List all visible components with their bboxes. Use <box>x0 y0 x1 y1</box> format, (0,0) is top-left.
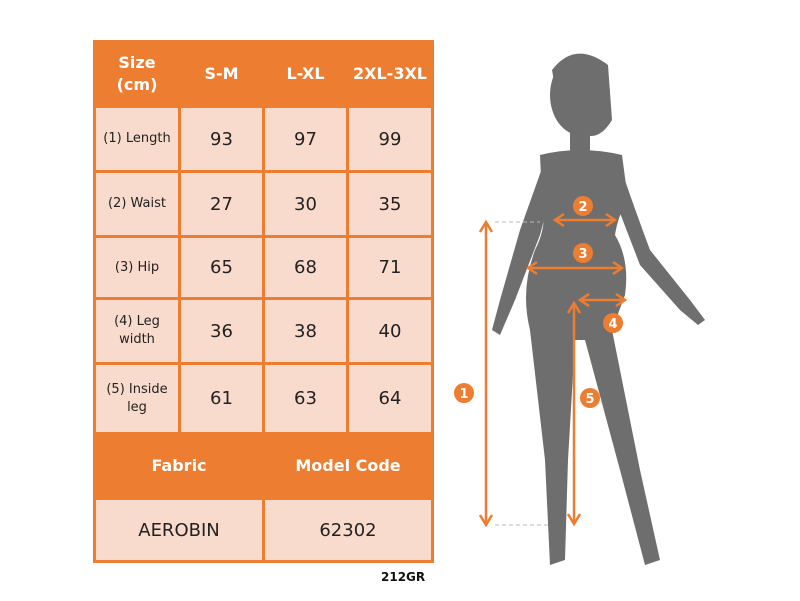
cell: 99 <box>346 105 434 173</box>
row-label: (1) Length <box>93 105 181 173</box>
fabric-value: AEROBIN <box>93 497 265 563</box>
header-model-code: Model Code <box>262 432 434 500</box>
header-row: Size (cm) S-M L-XL 2XL-3XL <box>93 40 434 108</box>
footer-row: AEROBIN 62302 <box>93 497 434 563</box>
model-code-value: 62302 <box>262 497 434 563</box>
marker-5: 5 <box>580 388 600 408</box>
svg-text:5: 5 <box>585 392 594 407</box>
row-label: (2) Waist <box>93 170 181 238</box>
footer-header-row: Fabric Model Code <box>93 432 434 500</box>
size-chart-table: Size (cm) S-M L-XL 2XL-3XL (1) Length 93… <box>93 40 434 563</box>
header-fabric: Fabric <box>93 432 265 500</box>
guide-lines <box>495 221 550 526</box>
table-row: (2) Waist 27 30 35 <box>93 170 434 238</box>
cell: 63 <box>262 362 349 435</box>
product-code: 212GR <box>381 570 426 584</box>
cell: 27 <box>178 170 265 238</box>
table-row: (4) Leg width 36 38 40 <box>93 297 434 365</box>
table-row: (3) Hip 65 68 71 <box>93 235 434 300</box>
cell: 40 <box>346 297 434 365</box>
row-label: (4) Leg width <box>93 297 181 365</box>
header-s-m: S-M <box>178 40 265 108</box>
cell: 36 <box>178 297 265 365</box>
cell: 30 <box>262 170 349 238</box>
table-row: (5) Inside leg 61 63 64 <box>93 362 434 435</box>
silhouette <box>492 53 705 565</box>
header-size: Size (cm) <box>93 40 181 108</box>
cell: 64 <box>346 362 434 435</box>
cell: 35 <box>346 170 434 238</box>
measurement-markers: 1 2 3 4 5 <box>454 196 623 408</box>
cell: 61 <box>178 362 265 435</box>
cell: 71 <box>346 235 434 300</box>
table-row: (1) Length 93 97 99 <box>93 105 434 173</box>
marker-2: 2 <box>573 196 593 216</box>
header-l-xl: L-XL <box>262 40 349 108</box>
cell: 65 <box>178 235 265 300</box>
measurement-arrows <box>478 212 628 528</box>
svg-text:1: 1 <box>459 387 468 402</box>
row-label: (3) Hip <box>93 235 181 300</box>
cell: 93 <box>178 105 265 173</box>
svg-text:2: 2 <box>578 200 587 215</box>
svg-text:4: 4 <box>608 317 617 332</box>
row-label: (5) Inside leg <box>93 362 181 435</box>
header-2xl-3xl: 2XL-3XL <box>346 40 434 108</box>
marker-1: 1 <box>454 383 474 403</box>
cell: 68 <box>262 235 349 300</box>
cell: 97 <box>262 105 349 173</box>
marker-4: 4 <box>603 313 623 333</box>
cell: 38 <box>262 297 349 365</box>
svg-text:3: 3 <box>578 247 587 262</box>
marker-3: 3 <box>573 243 593 263</box>
